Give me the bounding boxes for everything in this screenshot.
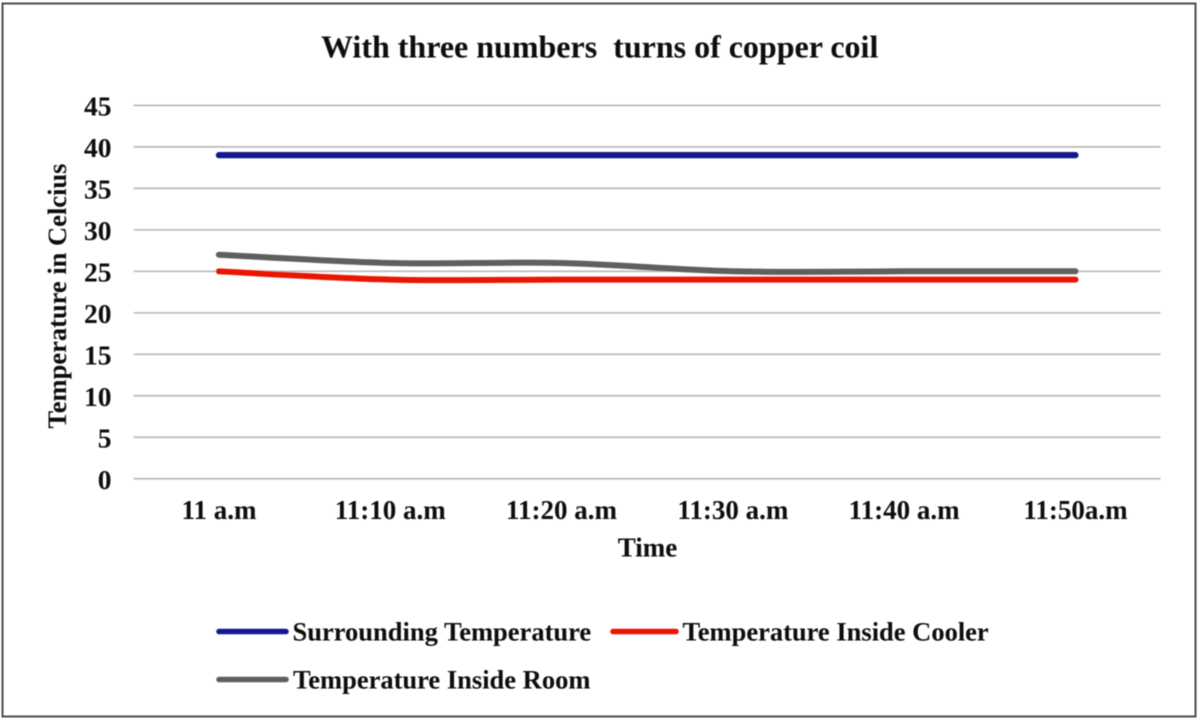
svg-text:11:50a.m: 11:50a.m bbox=[1023, 495, 1128, 525]
svg-text:20: 20 bbox=[84, 298, 112, 329]
svg-text:Temperature in Celcius: Temperature in Celcius bbox=[42, 164, 72, 429]
svg-text:40: 40 bbox=[84, 132, 112, 163]
svg-text:35: 35 bbox=[84, 173, 112, 204]
svg-text:5: 5 bbox=[98, 422, 112, 453]
svg-text:0: 0 bbox=[98, 464, 112, 495]
svg-text:Temperature Inside Cooler: Temperature Inside Cooler bbox=[683, 617, 989, 647]
svg-text:11:20 a.m: 11:20 a.m bbox=[506, 495, 618, 525]
svg-text:30: 30 bbox=[84, 215, 112, 246]
svg-text:15: 15 bbox=[84, 339, 112, 370]
svg-text:11:40 a.m: 11:40 a.m bbox=[849, 495, 961, 525]
svg-text:11:30 a.m: 11:30 a.m bbox=[677, 495, 789, 525]
svg-text:10: 10 bbox=[84, 381, 112, 412]
svg-text:Surrounding Temperature: Surrounding Temperature bbox=[293, 617, 592, 647]
svg-text:11:10 a.m: 11:10 a.m bbox=[335, 495, 447, 525]
svg-text:45: 45 bbox=[84, 90, 112, 121]
svg-text:Time: Time bbox=[618, 533, 678, 563]
svg-text:11 a.m: 11 a.m bbox=[181, 495, 257, 525]
svg-text:Temperature Inside Room: Temperature Inside Room bbox=[293, 665, 590, 695]
svg-text:25: 25 bbox=[84, 256, 112, 287]
svg-text:With three numbers turns of c: With three numbers turns of copper coil bbox=[321, 29, 878, 65]
